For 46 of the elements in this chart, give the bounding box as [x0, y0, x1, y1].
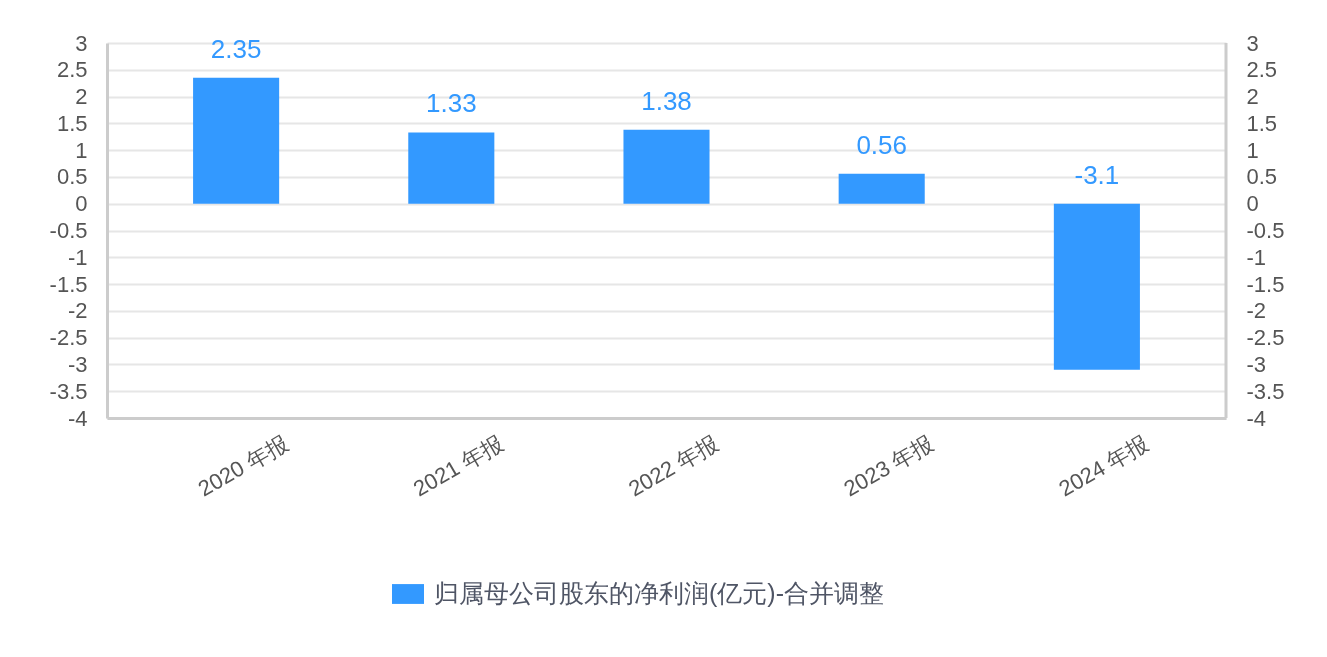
y2-tick-label: -2.5	[1246, 325, 1285, 351]
y2-tick-label: 2	[1246, 84, 1259, 110]
y-tick-label: -4	[67, 405, 88, 431]
y2-tick-label: -2	[1246, 298, 1267, 324]
y2-tick-label: 3	[1246, 30, 1259, 56]
y-tick-label: 0.5	[56, 164, 88, 190]
y-tick-label: 2	[75, 84, 88, 110]
y-tick-label: 2.5	[56, 57, 88, 83]
y2-tick-label: -3.5	[1246, 378, 1285, 404]
y2-tick-label: 1	[1246, 137, 1259, 163]
legend-label: 归属母公司股东的净利润(亿元)-合并调整	[434, 579, 884, 607]
y-tick-label: 1.5	[56, 110, 88, 136]
y-tick-label: -1.5	[49, 271, 88, 297]
x-tick-label: 2023 年报	[839, 430, 938, 502]
y2-tick-label: -3	[1246, 351, 1267, 377]
x-tick-label: 2021 年报	[409, 430, 508, 502]
x-tick-label: 2020 年报	[193, 430, 293, 502]
y-tick-label: -3.5	[49, 378, 88, 404]
data-label: -3.1	[1074, 159, 1120, 190]
bar	[623, 129, 710, 204]
y-tick-label: -0.5	[49, 218, 88, 243]
y2-tick-label: -1.5	[1246, 271, 1285, 297]
y-tick-label: 1	[75, 137, 88, 163]
bar	[1053, 203, 1140, 370]
data-label: 0.56	[856, 129, 907, 160]
y2-tick-label: -0.5	[1246, 218, 1285, 243]
y2-tick-label: 0.5	[1246, 164, 1278, 190]
y-tick-label: -2	[67, 298, 88, 324]
x-tick-label: 2022 年报	[624, 430, 723, 502]
y-tick-label: -3	[67, 351, 88, 377]
y-tick-label: 3	[75, 30, 88, 56]
bar	[838, 173, 925, 204]
data-label: 1.38	[641, 85, 692, 116]
data-label: 2.35	[210, 33, 262, 64]
y-tick-label: -1	[67, 244, 88, 270]
y2-tick-label: 0	[1246, 191, 1259, 217]
y-tick-label: -2.5	[49, 325, 88, 351]
bar	[408, 132, 495, 204]
y2-tick-label: 2.5	[1246, 57, 1278, 83]
bar	[193, 77, 280, 204]
y-tick-label: 0	[75, 191, 88, 217]
y2-tick-label: -4	[1246, 405, 1267, 431]
data-label: 1.33	[426, 88, 477, 119]
y2-tick-label: 1.5	[1246, 110, 1278, 136]
x-tick-label: 2024 年报	[1054, 430, 1153, 502]
y2-tick-label: -1	[1246, 244, 1267, 270]
